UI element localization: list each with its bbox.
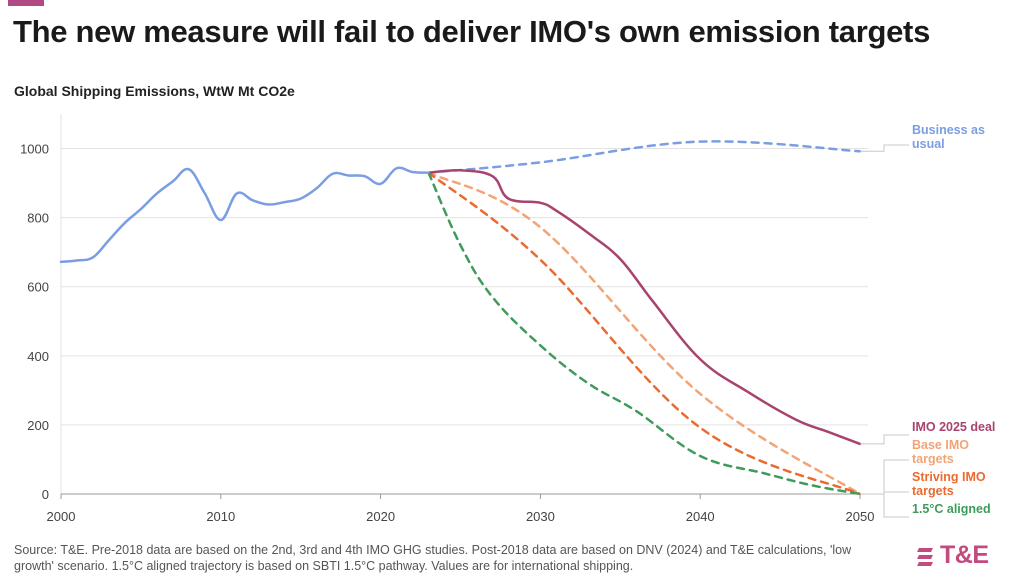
series-label-line: 1.5°C aligned [912, 502, 991, 516]
source-note: Source: T&E. Pre-2018 data are based on … [14, 543, 852, 573]
y-tick-label: 0 [42, 487, 49, 502]
leader-line [860, 144, 909, 152]
logo-text: T&E [940, 541, 989, 569]
series-label-business_as_usual: Business as usual [912, 123, 985, 151]
logo-stripe [917, 555, 933, 559]
series-label-line: usual [912, 137, 945, 151]
grid-lines [60, 114, 868, 499]
x-tick-label: 2050 [846, 509, 875, 524]
series-line-base_imo_targets [427, 171, 862, 496]
leader-line [860, 459, 909, 495]
series-lines [59, 140, 862, 496]
chart-subtitle: Global Shipping Emissions, WtW Mt CO2e [14, 83, 295, 99]
y-tick-label: 1000 [20, 142, 49, 157]
series-label-line: targets [912, 484, 954, 498]
series-label-base_imo_targets: Base IMO targets [912, 438, 969, 466]
series-label-striving_imo_targets: Striving IMO targets [912, 470, 986, 498]
leader-line [860, 493, 909, 518]
chart-title: The new measure will fail to deliver IMO… [13, 14, 931, 49]
x-tick-label: 2020 [366, 509, 395, 524]
series-line-striving_imo_targets [427, 171, 862, 496]
x-tick-label: 2040 [686, 509, 715, 524]
series-label-aligned_1_5c: 1.5°C aligned [912, 502, 991, 516]
series-label-line: Base IMO [912, 438, 969, 452]
series-label-line: targets [912, 452, 954, 466]
accent-bar [8, 0, 44, 6]
series-label-line: IMO 2025 deal [912, 420, 995, 434]
series-line-aligned_1_5c [427, 171, 862, 496]
te-logo: T&E [917, 541, 1014, 573]
x-tick-label: 2010 [206, 509, 235, 524]
series-label-imo_2025_deal: IMO 2025 deal [912, 420, 995, 434]
leader-line [860, 434, 909, 445]
series-line-business_as_usual [427, 140, 862, 174]
series-label-line: Business as [912, 123, 985, 137]
y-tick-label: 800 [27, 211, 49, 226]
series-line-historical [59, 166, 430, 264]
line-chart: 0 200 400 600 800 1000 2000 2010 2020 2030 2040 205… [20, 114, 995, 524]
x-tick-label: 2000 [47, 509, 76, 524]
logo-stripe [917, 548, 933, 552]
series-label-line: Striving IMO [912, 470, 986, 484]
x-tick-label: 2030 [526, 509, 555, 524]
y-tick-label: 400 [27, 349, 49, 364]
y-tick-label: 200 [27, 418, 49, 433]
axis-labels: 0 200 400 600 800 1000 2000 2010 2020 2030 2040 205… [20, 142, 874, 524]
series-line-imo_2025_deal [427, 168, 862, 446]
logo-stripe [917, 562, 933, 566]
y-tick-label: 600 [27, 280, 49, 295]
